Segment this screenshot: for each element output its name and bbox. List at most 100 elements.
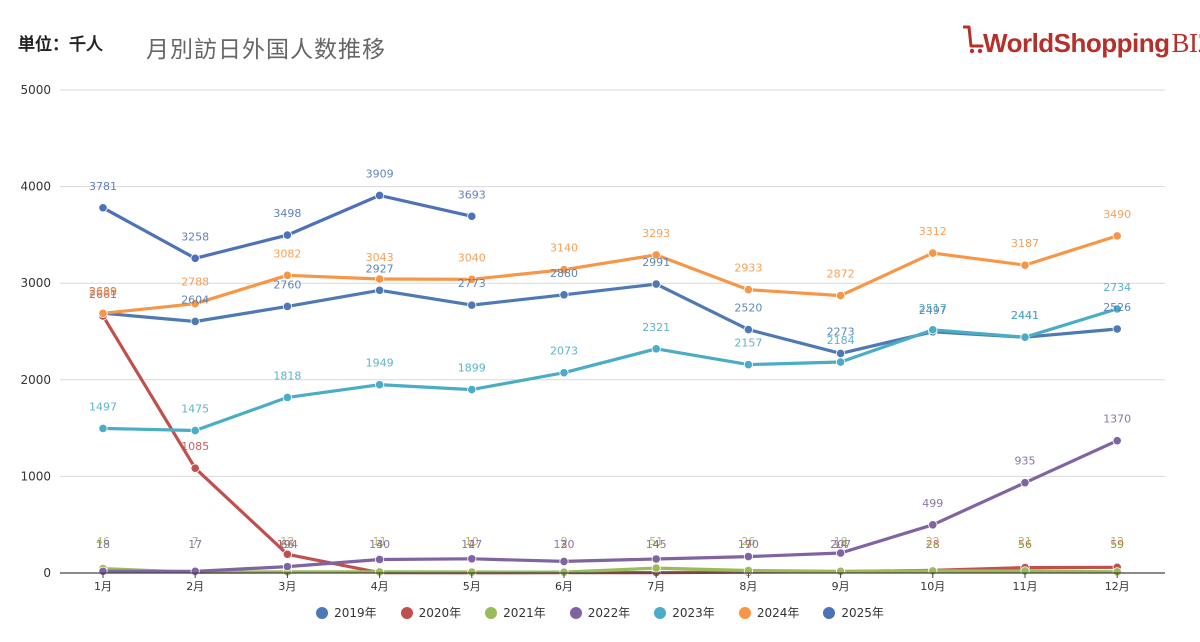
legend-item[interactable]: 2021年 [485,604,546,621]
data-label: 2 [468,538,475,551]
y-tick-label: 5000 [20,83,51,97]
data-label: 2604 [181,293,209,306]
data-label: 18 [834,535,848,548]
data-point [559,290,569,300]
data-point [190,463,200,473]
legend-swatch [654,606,667,619]
data-label: 4 [653,538,660,551]
legend-swatch [485,606,498,619]
data-label: 1949 [366,357,394,370]
legend-item[interactable]: 2020年 [400,604,461,621]
data-label: 2991 [642,256,670,269]
data-point [98,203,108,213]
data-label: 194 [277,538,298,551]
label-layer: 2689260427602927277328802991252022732497… [89,167,1131,551]
data-point [835,348,846,359]
legend-item[interactable]: 2019年 [316,604,377,621]
data-label: 147 [461,538,482,551]
data-label: 207 [830,538,851,551]
data-point [98,308,108,318]
data-point [1020,260,1030,270]
grid-layer [60,89,1165,477]
data-point [190,316,200,327]
y-tick-label: 4000 [20,180,51,194]
legend-item[interactable]: 2024年 [738,604,799,621]
data-point [1112,324,1122,334]
data-label: 140 [369,538,390,551]
series-line-2023年 [101,307,1119,433]
axis-layer: 0 1000 2000 3000 4000 5000 1月 2月 3月 4月 5月 6月 7月 8月 9月 1… [20,83,1165,593]
data-label: 120 [554,538,575,551]
data-label: 2788 [181,276,209,289]
data-point [1020,478,1030,488]
data-point [1112,231,1122,241]
x-tick-label: 2月 [186,580,204,593]
data-label: 3781 [89,180,117,193]
data-label: 3140 [550,242,578,255]
x-tick-label: 1月 [94,580,112,593]
legend-swatch [738,606,751,619]
data-point [928,248,938,258]
chart-legend: 2019年 2020年 2021年 2022年 2023年 2024年 2025年 [0,604,1200,621]
data-label: 2689 [89,285,117,298]
brand-logo: WorldShoppingBIZ [963,22,1200,64]
legend-swatch [400,606,413,619]
data-label: 3258 [181,230,209,243]
x-tick-label: 12月 [1105,580,1130,593]
data-label: 12 [280,535,294,548]
unit-label: 単位：千人 [18,35,103,55]
data-point [835,357,846,367]
data-label: 18 [96,538,110,551]
data-point [374,380,385,390]
data-point [282,301,292,311]
data-point [374,274,385,284]
data-label: 2073 [550,345,578,358]
data-point [928,520,938,530]
series-line-2024年 [101,234,1119,315]
data-label: 1475 [181,403,209,416]
data-label: 59 [1110,538,1124,551]
data-point [1020,332,1030,342]
data-label: 2497 [919,304,947,317]
data-point [651,563,661,573]
legend-item[interactable]: 2025年 [823,604,884,621]
data-point [651,554,661,564]
data-point [282,230,292,240]
data-label: 2184 [827,334,855,347]
data-point [651,279,661,289]
y-tick-label: 0 [43,566,51,580]
data-point [559,556,569,567]
data-point [282,392,292,402]
series-line-2022年 [101,439,1119,574]
legend-label: 2022年 [587,606,631,620]
data-label: 3043 [366,251,394,264]
data-label: 2872 [827,268,855,281]
data-label: 499 [922,497,943,510]
x-tick-label: 11月 [1013,580,1038,593]
data-label: 46 [96,535,110,548]
data-label: 22 [926,535,940,548]
x-tick-label: 10月 [920,580,945,593]
data-point [190,253,200,263]
data-label: 3909 [366,167,394,180]
legend-item[interactable]: 2022年 [569,604,631,621]
data-label: 145 [646,538,667,551]
data-label: 12 [1110,535,1124,548]
data-label: 3693 [458,188,486,201]
data-label: 3040 [458,251,486,264]
data-point [467,300,477,310]
brand-wordmark: WorldShoppingBIZ [983,28,1200,59]
data-point [190,425,200,436]
data-point [374,190,385,200]
data-point [743,551,754,562]
data-label: 2526 [1103,301,1131,314]
x-tick-label: 7月 [647,580,665,593]
data-point [743,360,754,370]
legend-label: 2019年 [334,606,377,620]
data-label: 2441 [1011,309,1039,322]
data-label: 14 [834,538,848,551]
legend-item[interactable]: 2023年 [654,604,715,621]
chart-title: 月別訪日外国人数推移 [146,37,386,63]
data-label: 66 [280,538,294,551]
data-label: 3312 [919,225,947,238]
